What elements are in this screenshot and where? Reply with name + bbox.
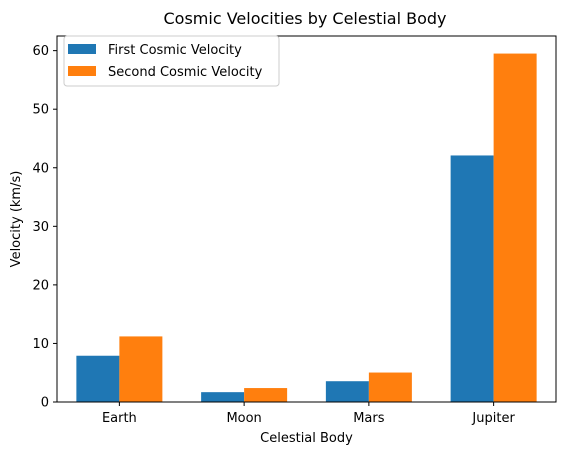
legend-swatch: [68, 44, 96, 54]
plot-area: [76, 54, 536, 402]
y-tick-label: 60: [32, 44, 49, 59]
bar-1-jupiter: [451, 155, 494, 402]
y-tick-label: 30: [32, 220, 49, 235]
bar-1-earth: [76, 356, 119, 402]
bar-2-jupiter: [494, 54, 537, 402]
bar-2-earth: [119, 336, 162, 402]
x-tick-label: Mars: [353, 411, 385, 426]
legend-swatch: [68, 66, 96, 76]
y-tick-label: 40: [32, 161, 49, 176]
y-tick-label: 10: [32, 337, 49, 352]
legend-label: Second Cosmic Velocity: [108, 65, 263, 80]
y-tick-label: 20: [32, 278, 49, 293]
bar-1-mars: [326, 381, 369, 402]
y-tick-label: 0: [41, 396, 49, 411]
x-tick-label: Moon: [226, 411, 261, 426]
y-axis-label: Velocity (km/s): [9, 171, 24, 268]
x-axis-label: Celestial Body: [260, 431, 353, 446]
y-axis: 0 10 20 30 40 50 60: [32, 44, 57, 410]
legend-label: First Cosmic Velocity: [108, 43, 242, 58]
x-tick-label: Earth: [102, 411, 137, 426]
bar-2-mars: [369, 373, 412, 402]
bar-2-moon: [244, 388, 287, 402]
legend: First Cosmic Velocity Second Cosmic Veloc…: [64, 36, 279, 86]
chart-title: Cosmic Velocities by Celestial Body: [163, 9, 446, 28]
bar-1-moon: [201, 392, 244, 402]
x-tick-label: Jupiter: [471, 411, 515, 426]
y-tick-label: 50: [32, 103, 49, 118]
x-axis: Earth Moon Mars Jupiter: [102, 402, 516, 426]
